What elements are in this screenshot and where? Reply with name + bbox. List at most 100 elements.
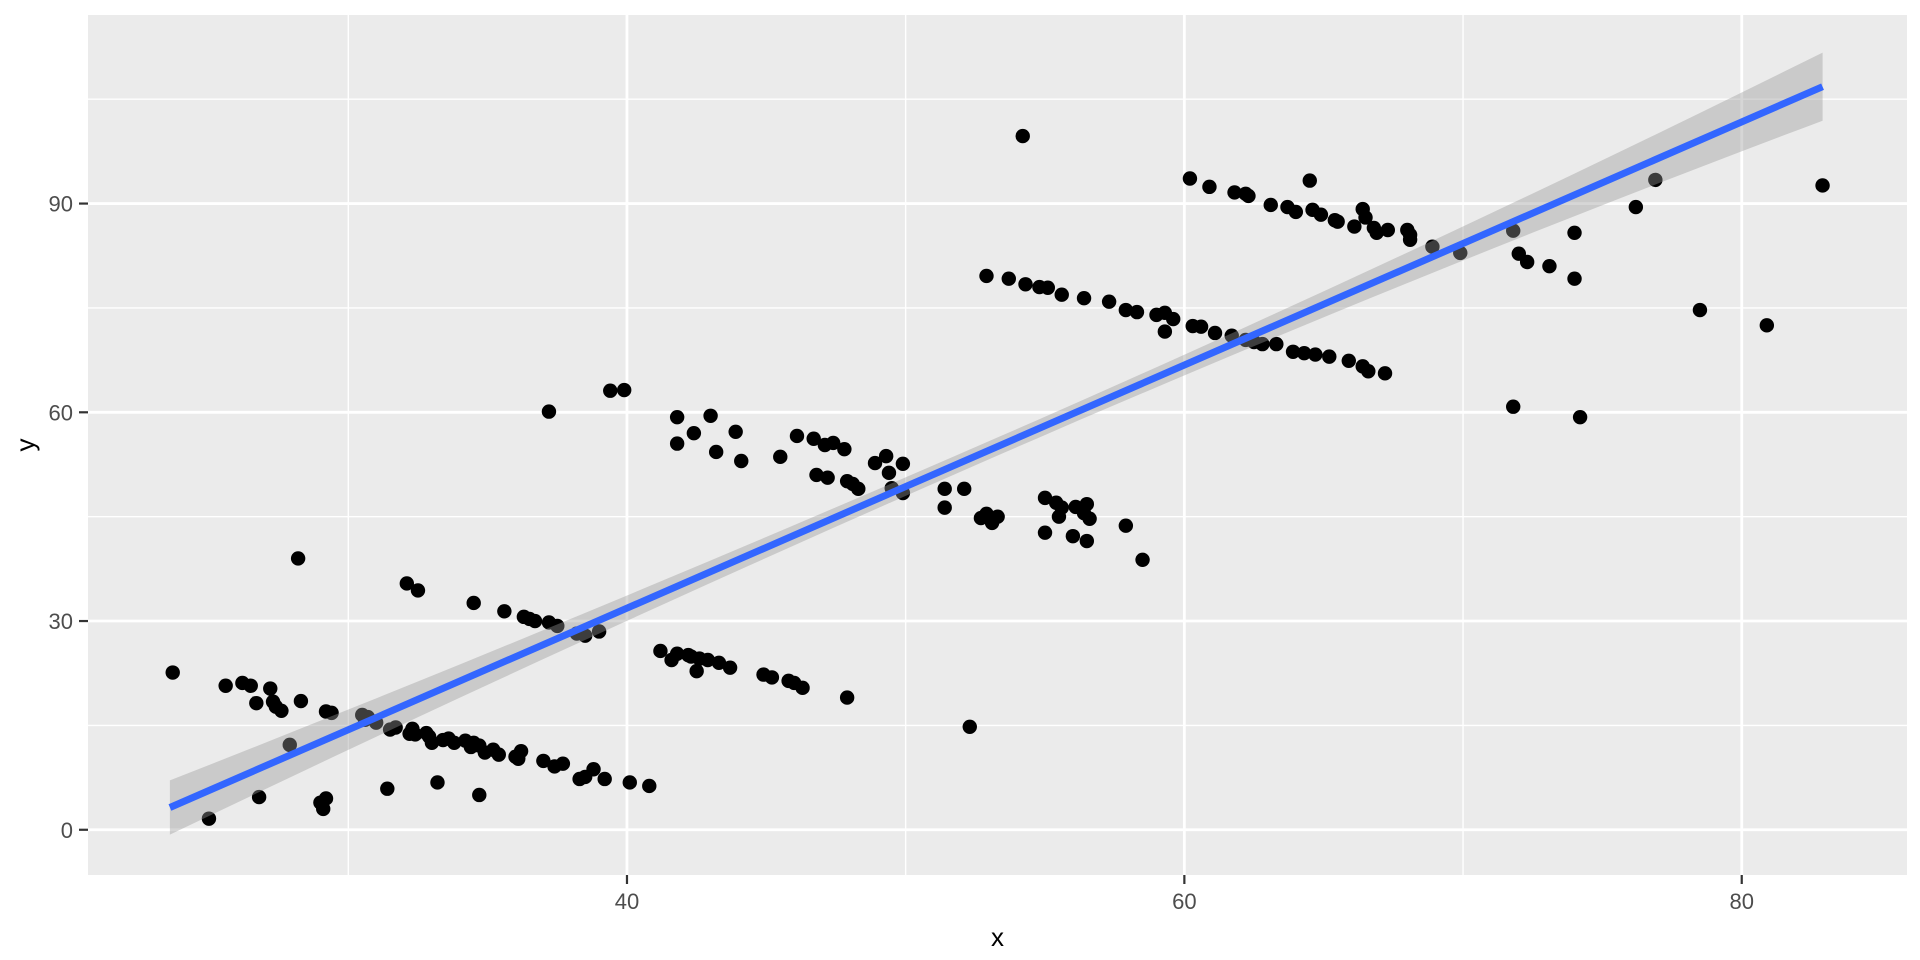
x-tick-label: 80: [1729, 889, 1753, 914]
data-point: [318, 791, 334, 806]
data-point: [881, 465, 897, 481]
data-point: [622, 775, 637, 790]
data-point: [1241, 188, 1256, 204]
data-point: [407, 727, 423, 742]
data-point: [243, 678, 258, 693]
data-point: [497, 604, 512, 619]
data-point: [1425, 239, 1440, 254]
data-point: [895, 456, 911, 471]
data-point: [1402, 232, 1418, 247]
data-point: [1519, 254, 1535, 270]
data-point: [577, 628, 593, 643]
data-point: [878, 448, 894, 464]
data-point: [1018, 277, 1033, 292]
data-point: [1076, 290, 1092, 306]
data-point: [616, 382, 632, 398]
data-point: [1330, 214, 1345, 229]
data-point: [711, 655, 727, 670]
data-point: [689, 663, 704, 679]
data-point: [410, 583, 426, 598]
data-point: [399, 576, 415, 591]
data-point: [1572, 409, 1588, 425]
y-axis-title: y: [10, 439, 40, 452]
data-point: [826, 435, 841, 451]
data-point: [979, 268, 994, 284]
data-point: [669, 646, 685, 661]
data-point: [424, 735, 440, 750]
data-point: [251, 789, 267, 805]
data-point: [937, 500, 952, 515]
data-point: [1182, 171, 1198, 186]
data-point: [1506, 399, 1521, 414]
data-point: [1288, 204, 1304, 220]
data-point: [603, 383, 618, 398]
data-point: [728, 424, 743, 439]
data-point: [722, 660, 738, 675]
data-point: [1506, 223, 1521, 238]
data-point: [491, 747, 506, 762]
data-point: [527, 613, 543, 629]
data-point: [700, 652, 716, 668]
data-point: [293, 693, 309, 709]
data-point: [795, 680, 810, 696]
data-point: [837, 441, 852, 457]
data-point: [1207, 325, 1223, 341]
data-point: [282, 737, 297, 753]
y-tick-label: 30: [49, 609, 73, 634]
data-point: [708, 444, 724, 460]
axis-tick-labels: 40 60 80 0 30 60 90: [49, 192, 1754, 914]
data-point: [430, 775, 445, 790]
data-point: [1285, 344, 1301, 359]
data-point: [1079, 533, 1095, 549]
data-point: [1118, 302, 1134, 318]
data-point: [669, 409, 685, 425]
data-point: [324, 705, 339, 721]
data-point: [1015, 128, 1030, 144]
data-point: [1759, 318, 1775, 333]
data-point: [1001, 271, 1016, 286]
data-point: [1051, 509, 1067, 524]
data-point: [1567, 271, 1582, 286]
data-point: [1296, 345, 1312, 361]
data-point: [1628, 199, 1644, 215]
data-point: [867, 455, 883, 471]
data-point: [1135, 552, 1150, 568]
data-point: [1037, 490, 1053, 506]
data-point: [274, 703, 289, 718]
data-point: [597, 771, 612, 787]
data-point: [1380, 222, 1396, 238]
data-point: [1692, 302, 1708, 318]
data-point: [1227, 185, 1242, 200]
data-point: [1157, 324, 1173, 339]
y-tick-label: 60: [49, 400, 73, 425]
regression-line: [168, 83, 1824, 811]
data-point: [1037, 525, 1053, 540]
data-point: [290, 551, 306, 566]
grid-major-lines: [88, 15, 1907, 875]
data-point: [1369, 225, 1384, 240]
data-point: [809, 467, 824, 483]
data-point: [1269, 336, 1284, 352]
data-point: [1118, 518, 1134, 533]
data-point: [1358, 210, 1373, 225]
data-point: [1263, 197, 1278, 213]
data-point: [1193, 319, 1209, 334]
data-point: [937, 481, 952, 497]
data-point: [249, 695, 264, 711]
axis-tick-marks: [79, 202, 1743, 884]
data-point: [591, 624, 607, 639]
data-point: [1567, 225, 1582, 240]
y-tick-label: 0: [61, 818, 73, 843]
scatter-points: [165, 128, 1830, 826]
data-point: [1166, 311, 1181, 327]
data-point: [806, 431, 821, 446]
data-point: [820, 470, 835, 485]
x-axis-title: x: [991, 922, 1004, 952]
data-point: [1322, 349, 1337, 364]
data-point: [686, 425, 702, 441]
data-point: [1040, 280, 1056, 295]
data-point: [550, 618, 565, 634]
data-point: [703, 408, 718, 423]
data-point: [962, 719, 977, 734]
